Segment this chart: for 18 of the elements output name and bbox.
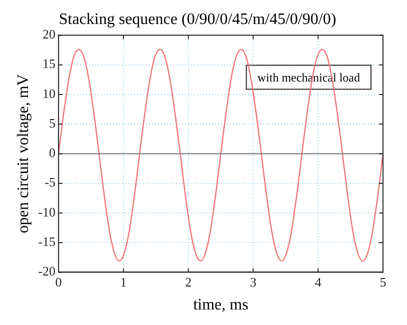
x-tick-label: 4	[314, 274, 322, 290]
x-tick-label: 2	[185, 274, 192, 290]
x-axis-title: time, ms	[193, 296, 248, 314]
y-tick-label: 10	[42, 86, 56, 101]
x-tick-label: 3	[250, 274, 256, 290]
y-axis-title: open circuit voltage, mV	[14, 74, 32, 234]
y-tick-label: -10	[38, 204, 56, 220]
x-tick-label: 1	[120, 274, 127, 290]
y-tick-label: -15	[38, 234, 56, 249]
y-tick-label: -20	[38, 264, 56, 279]
y-tick-label: 20	[42, 26, 56, 42]
y-tick-label: -5	[44, 174, 56, 190]
y-tick-label: 5	[49, 115, 56, 130]
x-tick-label: 5	[380, 274, 386, 290]
line-series	[58, 48, 383, 262]
y-tick-label: 15	[42, 56, 56, 72]
y-tick-label: 0	[49, 145, 56, 160]
chart-title: Stacking sequence (0/90/0/45/m/45/0/90/0)	[58, 10, 336, 28]
